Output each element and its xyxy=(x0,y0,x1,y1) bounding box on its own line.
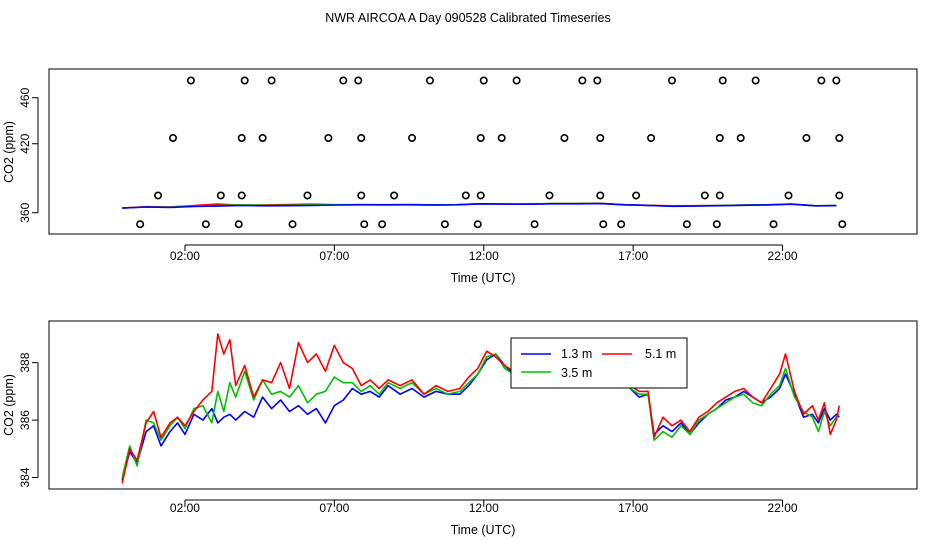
y-tick-label: 386 xyxy=(18,410,32,430)
calibration-point xyxy=(169,133,178,142)
calibration-point xyxy=(512,76,521,85)
calibration-point xyxy=(632,191,641,200)
calibration-point xyxy=(817,76,826,85)
calibration-point xyxy=(408,133,417,142)
calibration-point xyxy=(390,191,399,200)
calibration-point xyxy=(838,220,847,229)
calibration-point xyxy=(667,76,676,85)
calibration-point xyxy=(476,133,485,142)
calibration-point xyxy=(647,133,656,142)
calibration-point xyxy=(578,76,587,85)
calibration-point xyxy=(596,133,605,142)
calibration-point xyxy=(835,191,844,200)
x-tick-label: 22:00 xyxy=(768,501,798,515)
calibration-point xyxy=(736,133,745,142)
calibration-point xyxy=(769,220,778,229)
legend-label: 1.3 m xyxy=(561,347,592,361)
series-line-5-1-m xyxy=(121,333,841,484)
calibration-point xyxy=(303,191,312,200)
calibration-point xyxy=(186,76,195,85)
calibration-point xyxy=(715,191,724,200)
legend: 1.3 m 3.5 m 5.1 m xyxy=(510,337,688,389)
calibration-point xyxy=(596,191,605,200)
calibration-point xyxy=(357,133,366,142)
y-tick-label: 388 xyxy=(18,352,32,372)
calibration-point xyxy=(700,191,709,200)
x-tick-label: 02:00 xyxy=(170,249,200,263)
calibration-point xyxy=(560,133,569,142)
calibration-point xyxy=(288,220,297,229)
x-tick-label: 12:00 xyxy=(469,501,499,515)
calibration-point xyxy=(136,220,145,229)
calibration-point xyxy=(593,76,602,85)
calibration-point xyxy=(237,191,246,200)
calibration-point xyxy=(267,76,276,85)
calibration-point xyxy=(440,220,449,229)
y-tick-label: 360 xyxy=(18,202,32,222)
y-tick-label: 420 xyxy=(18,133,32,153)
series-line-1-3-m xyxy=(122,202,837,209)
calibration-point xyxy=(497,133,506,142)
calibration-point xyxy=(715,133,724,142)
x-tick-label: 22:00 xyxy=(768,249,798,263)
calibration-point xyxy=(617,220,626,229)
x-tick-label: 07:00 xyxy=(319,501,349,515)
x-tick-label: 12:00 xyxy=(469,249,499,263)
calibration-point xyxy=(802,133,811,142)
calibration-point xyxy=(339,76,348,85)
calibration-point xyxy=(476,191,485,200)
calibration-point xyxy=(234,220,243,229)
calibration-point xyxy=(240,76,249,85)
x-tick-label: 02:00 xyxy=(170,501,200,515)
calibration-point xyxy=(201,220,210,229)
calibration-point xyxy=(360,220,369,229)
top-panel: 02:00 07:00 12:00 17:00 22:00 360 420 460 Time (… xyxy=(2,68,918,285)
calibration-point xyxy=(832,76,841,85)
x-tick-label: 07:00 xyxy=(319,249,349,263)
legend-label: 5.1 m xyxy=(645,347,676,361)
calibration-point xyxy=(479,76,488,85)
calibration-point xyxy=(324,133,333,142)
y-axis-label: CO2 (ppm) xyxy=(2,121,16,183)
calibration-point xyxy=(258,133,267,142)
x-axis-label: Time (UTC) xyxy=(451,523,516,537)
calibration-point xyxy=(712,220,721,229)
legend-box xyxy=(510,337,688,389)
plot-frame xyxy=(48,320,918,490)
x-tick-label: 17:00 xyxy=(618,249,648,263)
calibration-point xyxy=(425,76,434,85)
y-tick-label: 460 xyxy=(18,87,32,107)
calibration-point xyxy=(216,191,225,200)
x-tick-label: 17:00 xyxy=(618,501,648,515)
plot-frame xyxy=(48,68,918,235)
series-line-1-3-m xyxy=(121,353,840,481)
x-axis-label: Time (UTC) xyxy=(451,271,516,285)
calibration-point xyxy=(751,76,760,85)
y-tick-label: 384 xyxy=(18,467,32,487)
bottom-panel: 02:00 07:00 12:00 17:00 22:00 384 386 388 Time (… xyxy=(2,320,918,537)
calibration-point xyxy=(378,220,387,229)
calibration-point xyxy=(357,191,366,200)
calibration-point xyxy=(154,191,163,200)
calibration-point xyxy=(784,191,793,200)
chart-title: NWR AIRCOA A Day 090528 Calibrated Times… xyxy=(325,11,611,25)
series-line-3-5-m xyxy=(121,353,840,478)
calibration-point xyxy=(354,76,363,85)
calibration-point xyxy=(718,76,727,85)
calibration-point xyxy=(461,191,470,200)
calibration-point xyxy=(835,133,844,142)
calibration-point xyxy=(599,220,608,229)
calibration-point xyxy=(545,191,554,200)
calibration-point xyxy=(237,133,246,142)
y-axis-label: CO2 (ppm) xyxy=(2,374,16,436)
calibration-point xyxy=(682,220,691,229)
legend-label: 3.5 m xyxy=(561,366,592,380)
calibration-point xyxy=(473,220,482,229)
calibration-point xyxy=(530,220,539,229)
